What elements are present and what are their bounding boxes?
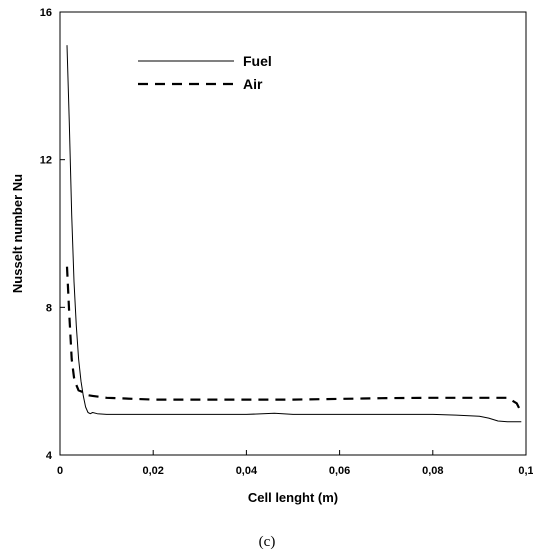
y-tick-label: 4 [46,450,53,462]
y-tick-label: 8 [46,302,52,314]
y-axis-title: Nusselt number Nu [10,174,25,293]
x-tick-label: 0,02 [142,465,163,477]
ticks-layer: 0 0,02 0,04 0,06 0,08 0,1 4 8 12 16 [40,7,533,477]
series-layer [65,45,523,423]
series-line-air [65,266,523,413]
legend-label-air: Air [243,76,263,92]
plot-frame [59,11,527,456]
x-tick-label: 0 [57,465,63,477]
x-tick-label: 0,1 [518,465,533,477]
x-tick-label: 0,06 [329,465,350,477]
y-tick-label: 16 [40,7,52,19]
y-tick-label: 12 [40,155,52,167]
figure-caption: (c) [259,534,276,550]
legend: Fuel Air [138,53,272,92]
x-axis-title: Cell lenght (m) [248,490,338,505]
series-line-fuel [66,45,522,423]
x-tick-label: 0,08 [422,465,443,477]
x-tick-label: 0,04 [236,465,258,477]
legend-label-fuel: Fuel [243,53,272,69]
